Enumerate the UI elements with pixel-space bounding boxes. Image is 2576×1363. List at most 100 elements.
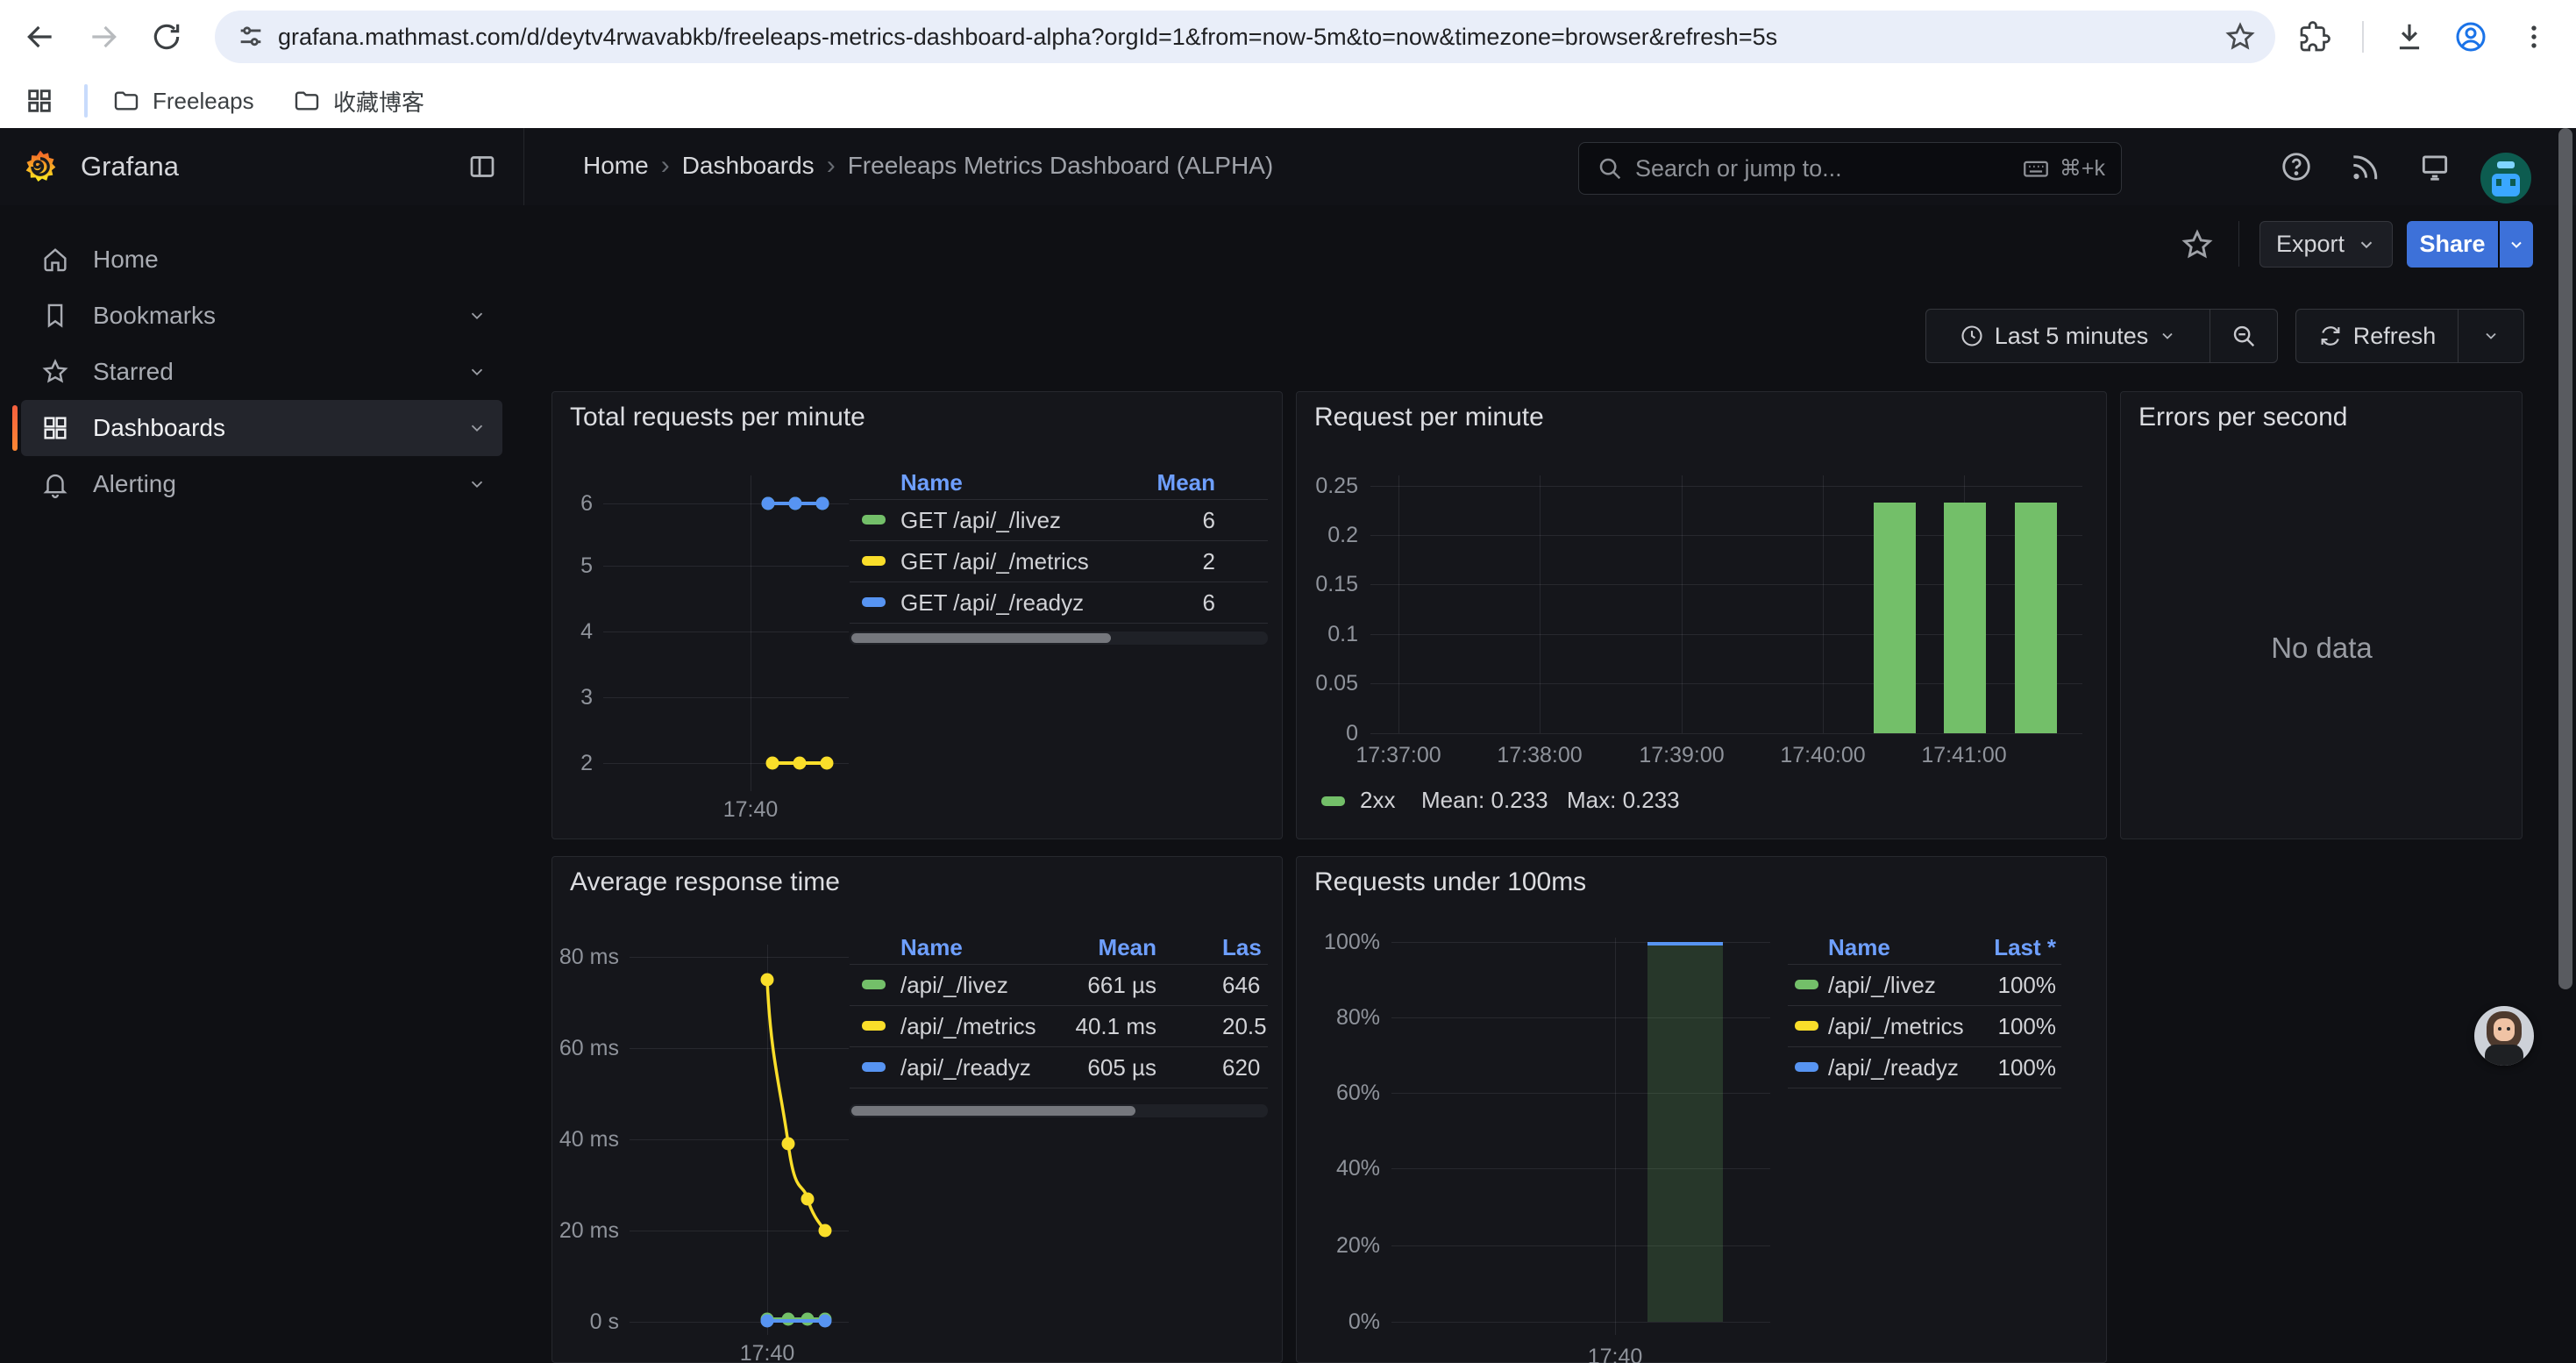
- panel-title[interactable]: Requests under 100ms: [1314, 867, 1587, 896]
- user-avatar[interactable]: [2480, 153, 2531, 203]
- panel-average-response-time[interactable]: Average response time 80 ms 60 ms 40 ms 20 …: [551, 856, 1283, 1363]
- panel-title[interactable]: Errors per second: [2138, 403, 2348, 432]
- legend-series-name[interactable]: /api/_/livez: [1828, 972, 1936, 998]
- legend-row[interactable]: /api/_/readyz 605 µs 620: [850, 1046, 1268, 1088]
- legend-series-name[interactable]: /api/_/readyz: [1828, 1054, 1959, 1081]
- legend-scrollbar[interactable]: [850, 632, 1268, 645]
- url-text[interactable]: grafana.mathmast.com/d/deytv4rwavabkb/fr…: [278, 23, 1778, 50]
- legend-row[interactable]: /api/_/metrics 100%: [1788, 1005, 2061, 1046]
- legend-scrollbar[interactable]: [850, 1104, 1268, 1117]
- share-menu-button[interactable]: [2500, 221, 2533, 268]
- kiosk-monitor-icon[interactable]: [2418, 150, 2451, 183]
- legend-swatch-blue[interactable]: [862, 1062, 886, 1072]
- legend-header-mean[interactable]: Mean: [1098, 934, 1156, 960]
- legend-header-mean[interactable]: Mean: [1156, 469, 1215, 496]
- legend-swatch-yellow[interactable]: [862, 1021, 886, 1031]
- legend-row[interactable]: /api/_/livez 100%: [1788, 964, 2061, 1005]
- url-bar[interactable]: grafana.mathmast.com/d/deytv4rwavabkb/fr…: [215, 11, 2275, 63]
- search-input[interactable]: Search or jump to... ⌘+k: [1578, 142, 2122, 195]
- grafana-logo-icon[interactable]: [23, 149, 58, 184]
- time-range-picker[interactable]: Last 5 minutes: [1926, 310, 2210, 362]
- x-axis-tick: 17:41:00: [1921, 743, 2007, 767]
- forward-icon[interactable]: [79, 12, 128, 61]
- extensions-icon[interactable]: [2290, 12, 2339, 61]
- legend-divider: [850, 499, 1268, 500]
- chevron-down-icon[interactable]: [467, 362, 487, 382]
- legend-series-name[interactable]: GET /api/_/livez: [900, 507, 1062, 533]
- legend-row[interactable]: GET /api/_/readyz 6: [850, 582, 1268, 623]
- scrollbar-thumb[interactable]: [851, 633, 1111, 643]
- panel-errors-per-second[interactable]: Errors per second No data: [2120, 391, 2523, 839]
- legend-last-value: 20.5 r: [1222, 1013, 1268, 1039]
- legend-swatch-green[interactable]: [862, 980, 886, 989]
- share-button[interactable]: Share: [2407, 221, 2498, 268]
- sidebar-item-bookmarks[interactable]: Bookmarks: [21, 288, 502, 344]
- bookmark-star-icon[interactable]: [2224, 21, 2256, 53]
- legend-row[interactable]: GET /api/_/livez 6: [850, 499, 1268, 540]
- sidebar-item-alerting[interactable]: Alerting: [21, 456, 502, 512]
- profile-icon[interactable]: [2446, 12, 2495, 61]
- sidebar-item-home[interactable]: Home: [21, 232, 502, 288]
- panel-title[interactable]: Request per minute: [1314, 403, 1544, 432]
- legend-swatch-green[interactable]: [1795, 980, 1818, 989]
- legend-series-name[interactable]: /api/_/metrics: [1828, 1013, 1964, 1039]
- help-icon[interactable]: [2280, 150, 2313, 183]
- reload-icon[interactable]: [142, 12, 191, 61]
- scrollbar-thumb[interactable]: [2558, 128, 2572, 989]
- legend-row[interactable]: /api/_/livez 661 µs 646: [850, 964, 1268, 1005]
- legend-header-name[interactable]: Name: [900, 934, 963, 960]
- download-icon[interactable]: [2385, 12, 2434, 61]
- chevron-down-icon[interactable]: [467, 306, 487, 325]
- browser-menu-icon[interactable]: [2509, 12, 2558, 61]
- legend-series-name[interactable]: 2xx: [1360, 787, 1396, 813]
- legend-series-name[interactable]: GET /api/_/metrics: [900, 548, 1089, 574]
- panel-total-requests-per-minute[interactable]: Total requests per minute 6 5 4 3 2 17:40 Name…: [551, 391, 1283, 839]
- sidebar-item-starred[interactable]: Starred: [21, 344, 502, 400]
- legend-swatch-green[interactable]: [862, 515, 886, 525]
- chevron-down-icon[interactable]: [467, 418, 487, 438]
- panel-title[interactable]: Average response time: [570, 867, 840, 896]
- legend-series-name[interactable]: /api/_/readyz: [900, 1054, 1031, 1081]
- legend-row[interactable]: GET /api/_/metrics 2: [850, 540, 1268, 582]
- favorite-star-icon[interactable]: [2181, 228, 2214, 261]
- legend-header-last[interactable]: Last *: [1994, 934, 2056, 960]
- sidebar-item-dashboards[interactable]: Dashboards: [12, 400, 502, 456]
- legend-row[interactable]: /api/_/readyz 100%: [1788, 1046, 2061, 1088]
- panel-title[interactable]: Total requests per minute: [570, 403, 865, 432]
- site-settings-icon[interactable]: [236, 22, 266, 52]
- legend-row[interactable]: /api/_/metrics 40.1 ms 20.5 r: [850, 1005, 1268, 1046]
- refresh-button[interactable]: Refresh: [2296, 310, 2458, 362]
- x-axis-tick: 17:39:00: [1639, 743, 1725, 767]
- bookmark-folder-freeleaps[interactable]: Freeleaps: [98, 81, 268, 121]
- back-icon[interactable]: [16, 12, 65, 61]
- chevron-down-icon[interactable]: [467, 475, 487, 494]
- refresh-group: Refresh: [2295, 309, 2524, 363]
- news-rss-icon[interactable]: [2348, 150, 2381, 183]
- legend-header-last[interactable]: Las: [1222, 934, 1262, 960]
- zoom-out-button[interactable]: [2210, 310, 2277, 362]
- legend-series-name[interactable]: /api/_/metrics: [900, 1013, 1036, 1039]
- legend-swatch-blue[interactable]: [1795, 1062, 1818, 1072]
- breadcrumb-dashboards[interactable]: Dashboards: [681, 152, 815, 179]
- panel-requests-under-100ms[interactable]: Requests under 100ms 100% 80% 60% 40% 20% 0% 1…: [1296, 856, 2107, 1363]
- assistant-avatar[interactable]: [2474, 1006, 2534, 1066]
- refresh-interval-button[interactable]: [2459, 310, 2523, 362]
- legend-series-name[interactable]: GET /api/_/readyz: [900, 589, 1085, 616]
- panel-request-per-minute[interactable]: Request per minute 0.25 0.2 0.15 0.1 0.05 0 17…: [1296, 391, 2107, 839]
- legend-series-name[interactable]: /api/_/livez: [900, 972, 1008, 998]
- bookmark-folder-blogs[interactable]: 收藏博客: [279, 81, 438, 121]
- toolbar-divider: [2362, 21, 2364, 53]
- legend-swatch-yellow[interactable]: [1795, 1021, 1818, 1031]
- scrollbar-thumb[interactable]: [851, 1106, 1135, 1116]
- legend-header-name[interactable]: Name: [900, 469, 963, 496]
- y-axis-tick: 0 s: [589, 1309, 619, 1334]
- dock-menu-icon[interactable]: [466, 151, 498, 182]
- legend-header-name[interactable]: Name: [1828, 934, 1890, 960]
- apps-grid-icon[interactable]: [25, 86, 54, 116]
- legend-swatch-green[interactable]: [1321, 796, 1345, 806]
- breadcrumb-home[interactable]: Home: [583, 152, 649, 179]
- legend-swatch-blue[interactable]: [862, 597, 886, 607]
- page-scrollbar[interactable]: [2558, 128, 2572, 1363]
- legend-swatch-yellow[interactable]: [862, 556, 886, 566]
- export-button[interactable]: Export: [2259, 221, 2393, 268]
